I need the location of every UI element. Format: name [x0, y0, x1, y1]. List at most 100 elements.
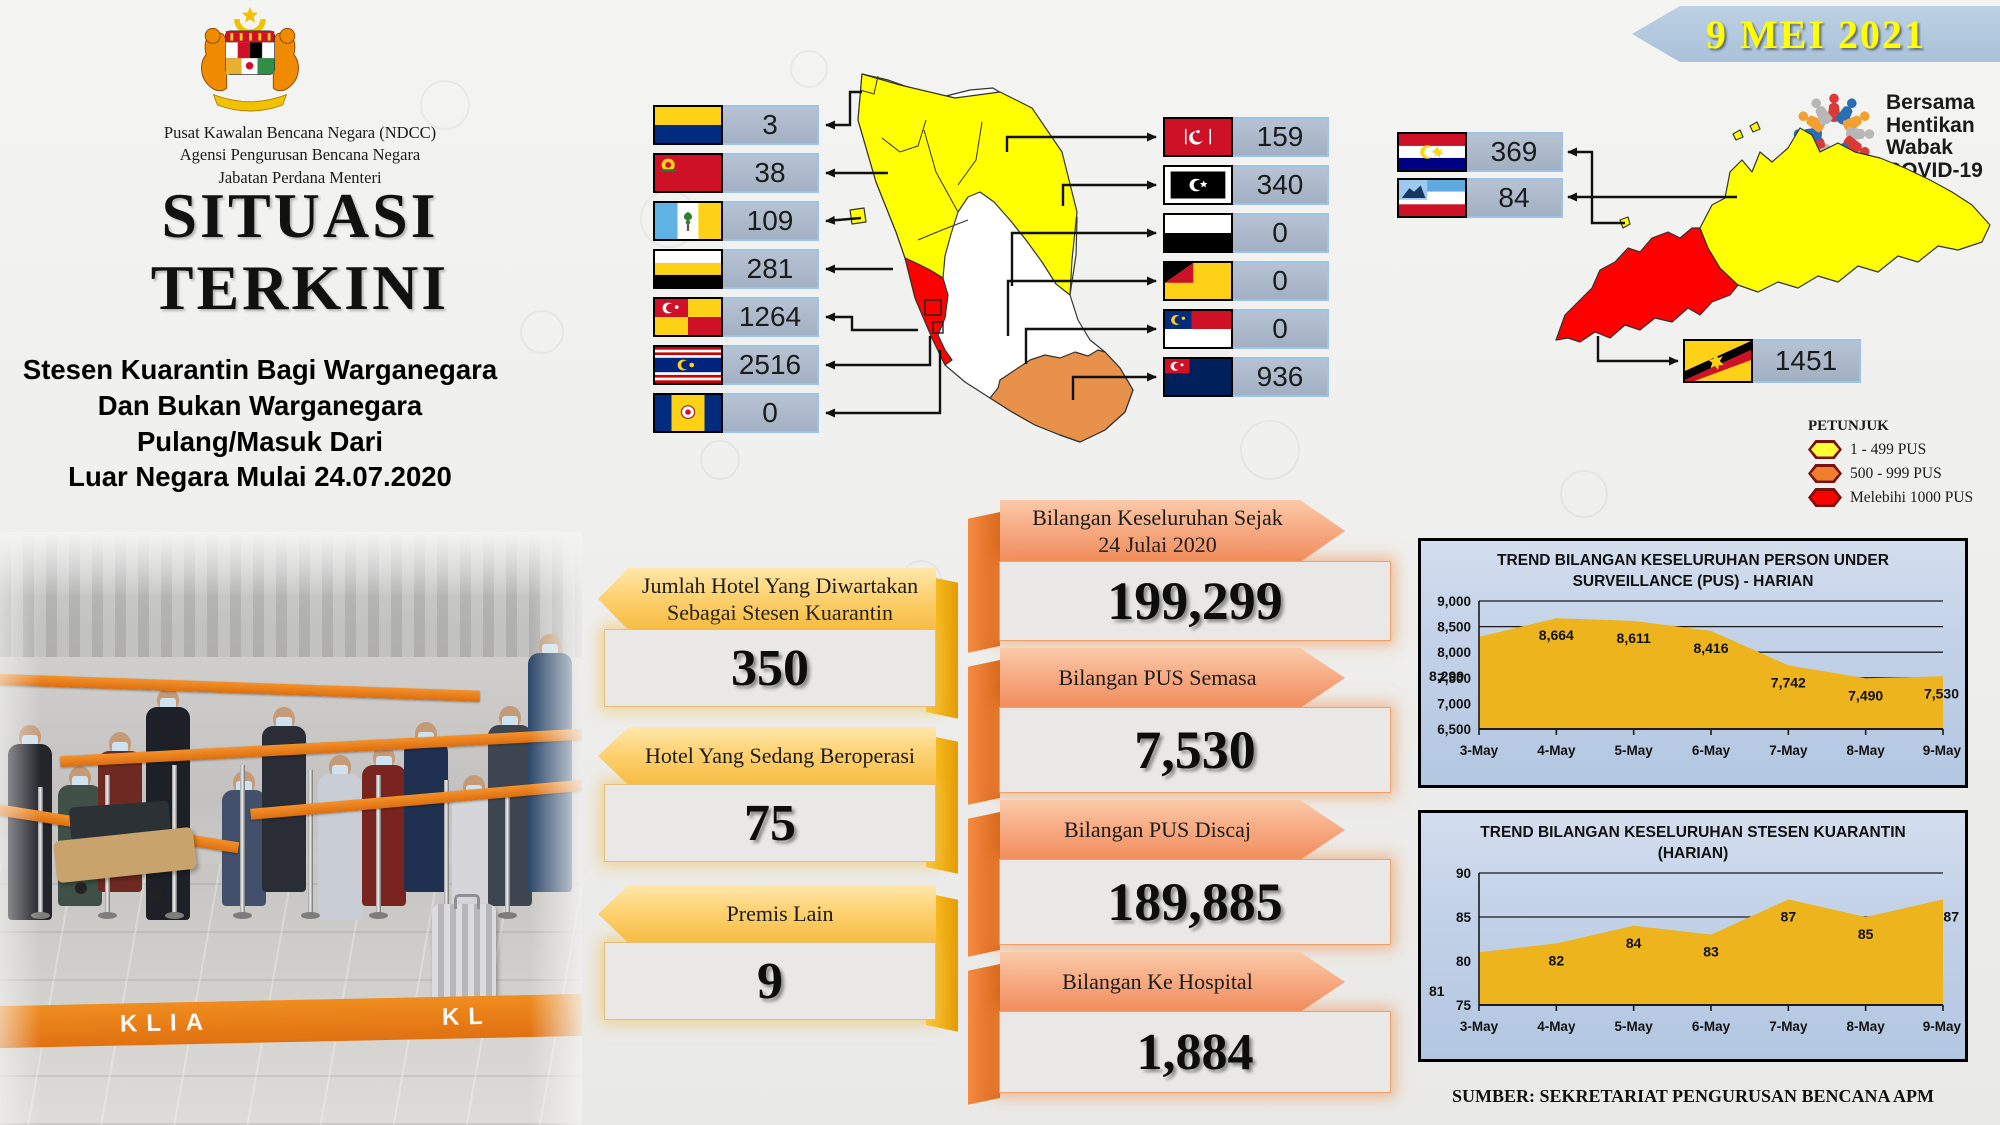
page-title: SITUASI TERKINI	[150, 180, 450, 323]
photo-person-silhouette	[318, 755, 362, 920]
peninsular-malaysia-map	[849, 73, 1134, 443]
stat-value-pus-discaj: 189,885	[1000, 860, 1390, 944]
photo-queue-pole	[233, 765, 252, 919]
stesen-kuarantin-chart-plot: 75 80 85 90 3-May 4-May 5-May 6-May 7-May 8-May 9-…	[1429, 866, 1962, 1034]
klia-queue-photo: KLIA KLIA	[0, 532, 582, 1125]
svg-text:7,000: 7,000	[1437, 696, 1471, 711]
svg-text:3-May: 3-May	[1460, 1019, 1499, 1034]
bubble-decoration	[700, 440, 740, 480]
legend-swatch-orange	[1808, 464, 1842, 483]
state-row-selangor: 1264	[653, 297, 819, 337]
svg-text:7-May: 7-May	[1769, 1019, 1808, 1034]
pus-count-box: 159	[1233, 117, 1329, 157]
legend-swatch-red	[1808, 488, 1842, 507]
pus-trend-chart-plot: 6,500 7,000 7,500 8,000 8,500 9,000 3-May 4-May…	[1429, 594, 1962, 758]
pus-count-box: 84	[1467, 178, 1563, 218]
stat-value-premis-lain: 9	[605, 943, 935, 1019]
pus-count-box: 0	[1233, 261, 1329, 301]
photo-queue-pole	[31, 787, 50, 919]
photo-trolley-wheel	[75, 882, 87, 894]
state-row-putrajaya: 0	[653, 393, 819, 433]
state-row-negeri-sembilan: 0	[1163, 261, 1329, 301]
pus-count-box: 0	[723, 393, 819, 433]
photo-queue-pole	[301, 770, 320, 919]
svg-text:7,500: 7,500	[1437, 671, 1471, 686]
pus-count-box: 936	[1233, 357, 1329, 397]
bubble-decoration	[790, 50, 828, 88]
svg-text:4-May: 4-May	[1537, 743, 1576, 758]
east-malaysia-map	[1555, 121, 1991, 343]
svg-text:8,500: 8,500	[1437, 619, 1471, 634]
svg-text:4-May: 4-May	[1537, 1019, 1576, 1034]
svg-text:90: 90	[1456, 866, 1471, 881]
svg-text:82: 82	[1549, 952, 1565, 968]
svg-text:5-May: 5-May	[1615, 743, 1654, 758]
klia-text-partial: KLIA	[441, 1003, 483, 1031]
kedah-flag-icon	[653, 153, 723, 193]
svg-text:8-May: 8-May	[1847, 743, 1886, 758]
state-row-pulau-pinang: 109	[653, 201, 819, 241]
sarawak-flag-icon	[1683, 339, 1753, 383]
penang-flag-icon	[653, 201, 723, 241]
photo-person-silhouette	[528, 634, 572, 892]
orange-fold-decoration	[968, 512, 1000, 653]
svg-text:8,611: 8,611	[1617, 630, 1651, 646]
pus-trend-chart: TREND BILANGAN KESELURUHAN PERSON UNDER …	[1418, 538, 1968, 788]
legend-item: 500 - 999 PUS	[1808, 464, 1998, 483]
state-row-terengganu: 340	[1163, 165, 1329, 205]
photo-trolley-wheel	[150, 888, 162, 900]
stat-header-premis-lain: Premis Lain	[598, 885, 936, 943]
svg-text:80: 80	[1456, 954, 1471, 969]
chart-title: TREND BILANGAN KESELURUHAN PERSON UNDER …	[1497, 552, 1889, 590]
svg-text:8,416: 8,416	[1693, 640, 1728, 656]
svg-text:9-May: 9-May	[1923, 1019, 1962, 1034]
svg-text:8,664: 8,664	[1539, 627, 1574, 643]
legend-item: 1 - 499 PUS	[1808, 440, 1998, 459]
pus-count-box: 2516	[723, 345, 819, 385]
svg-text:6-May: 6-May	[1692, 743, 1731, 758]
state-row-sarawak: 1451	[1683, 339, 1861, 383]
svg-text:5-May: 5-May	[1615, 1019, 1654, 1034]
bubble-decoration	[420, 80, 470, 130]
stat-header-pus-discaj: Bilangan PUS Discaj	[1000, 800, 1345, 860]
pus-count-box: 1264	[723, 297, 819, 337]
state-row-perlis: 3	[653, 105, 819, 145]
photo-queue-pole	[498, 787, 517, 919]
sabah-flag-icon	[1397, 178, 1467, 218]
report-date: 9 MEI 2021	[1706, 11, 1926, 57]
pus-count-box: 281	[723, 249, 819, 289]
svg-text:7,530: 7,530	[1924, 685, 1959, 701]
svg-text:75: 75	[1456, 998, 1472, 1013]
org-name-block: Pusat Kawalan Bencana Negara (NDCC) Agen…	[90, 122, 510, 189]
svg-text:8-May: 8-May	[1847, 1019, 1886, 1034]
svg-text:9-May: 9-May	[1923, 743, 1962, 758]
state-row-kuala-lumpur: 2516	[653, 345, 819, 385]
perak-flag-icon	[653, 249, 723, 289]
source-note: SUMBER: SEKRETARIAT PENGURUSAN BENCANA A…	[1451, 1086, 1935, 1106]
terengganu-flag-icon	[1163, 165, 1233, 205]
pahang-flag-icon	[1163, 213, 1233, 253]
stesen-kuarantin-trend-chart: TREND BILANGAN KESELURUHAN STESEN KUARAN…	[1418, 810, 1968, 1062]
svg-text:84: 84	[1626, 935, 1642, 951]
svg-text:87: 87	[1943, 908, 1959, 924]
stat-value-hotel-beroperasi: 75	[605, 785, 935, 861]
svg-text:6-May: 6-May	[1692, 1019, 1731, 1034]
perlis-flag-icon	[653, 105, 723, 145]
svg-text:87: 87	[1781, 908, 1797, 924]
state-row-labuan: 369	[1397, 132, 1563, 172]
stat-header-hotel-beroperasi: Hotel Yang Sedang Beroperasi	[598, 727, 936, 785]
pus-count-box: 3	[723, 105, 819, 145]
svg-text:6,500: 6,500	[1437, 722, 1471, 737]
photo-person-silhouette	[362, 746, 406, 906]
svg-text:85: 85	[1858, 926, 1874, 942]
map-legend: PETUNJUK 1 - 499 PUS 500 - 999 PUS Meleb…	[1808, 418, 1998, 507]
state-row-perak: 281	[653, 249, 819, 289]
state-row-kedah: 38	[653, 153, 819, 193]
bubble-decoration	[520, 310, 564, 354]
stat-value-bilangan-keseluruhan: 199,299	[1000, 562, 1390, 640]
pus-count-box: 38	[723, 153, 819, 193]
svg-text:8,000: 8,000	[1437, 645, 1471, 660]
org-line: Agensi Pengurusan Bencana Negara	[179, 145, 421, 165]
stat-value-hotel-diwartakan: 350	[605, 630, 935, 706]
